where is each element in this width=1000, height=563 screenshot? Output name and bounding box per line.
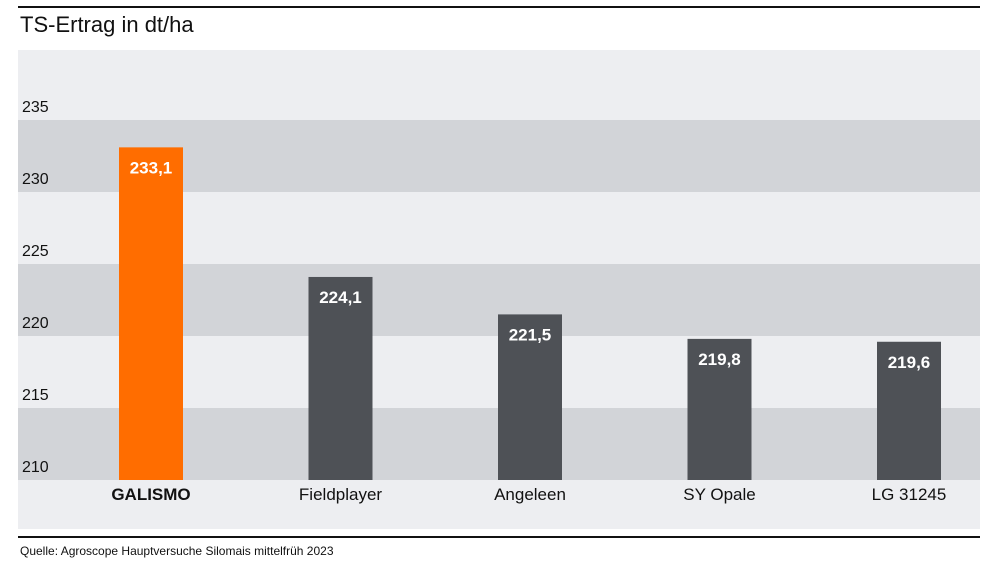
y-tick-label: 225 (22, 243, 49, 260)
bottom-rule (18, 536, 980, 538)
bar-fieldplayer (308, 276, 373, 480)
source-note: Quelle: Agroscope Hauptversuche Silomais… (20, 544, 334, 558)
x-category-label: GALISMO (111, 485, 190, 504)
y-tick-label: 210 (22, 459, 49, 476)
bar-sy-opale (687, 338, 752, 480)
bar-lg-31245 (877, 341, 941, 480)
x-category-label: SY Opale (683, 485, 755, 504)
x-category-label: LG 31245 (872, 485, 947, 504)
bar-value-label: 221,5 (509, 325, 552, 344)
top-rule (18, 6, 980, 8)
bar-angeleen (498, 314, 562, 480)
bar-value-label: 219,8 (698, 350, 741, 369)
bar-galismo (119, 147, 183, 481)
y-tick-label: 235 (22, 99, 49, 116)
y-tick-label: 230 (22, 171, 49, 188)
x-category-label: Angeleen (494, 485, 566, 504)
chart-title: TS-Ertrag in dt/ha (20, 12, 194, 37)
bar-value-label: 224,1 (319, 288, 362, 307)
y-tick-label: 220 (22, 315, 49, 332)
bar-value-label: 219,6 (888, 353, 931, 372)
y-tick-label: 215 (22, 387, 49, 404)
bar-value-label: 233,1 (130, 158, 173, 177)
x-category-label: Fieldplayer (299, 485, 382, 504)
